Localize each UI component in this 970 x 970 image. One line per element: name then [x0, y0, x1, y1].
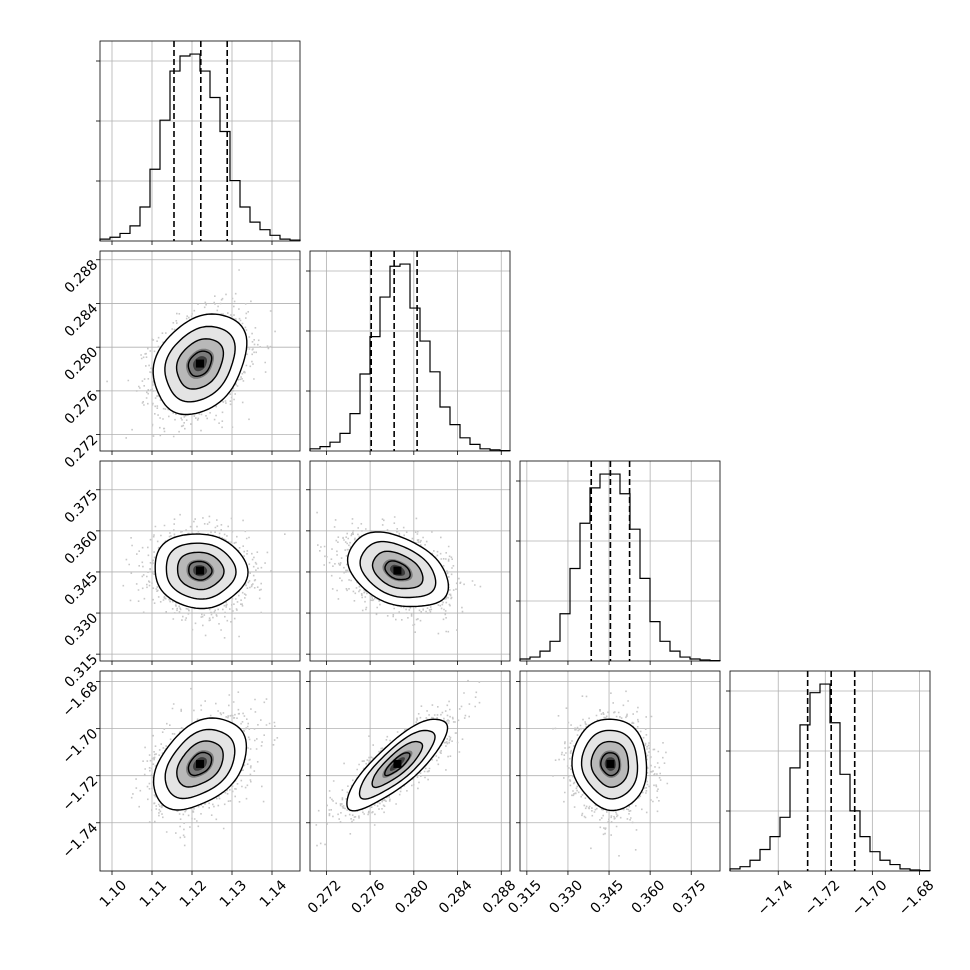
y-tick-label-2-4: 0.375: [62, 487, 102, 527]
histogram-2: [519, 473, 721, 662]
density-peak: [196, 759, 204, 768]
panel-content: [552, 690, 669, 857]
x-tick-label-2-1: 0.330: [546, 877, 586, 917]
contour-line-2: [590, 740, 630, 788]
contour-line-1: [580, 729, 639, 800]
y-tick-label-1-4: 0.288: [62, 257, 102, 297]
x-tick-label-3-3: −1.68: [896, 877, 938, 919]
x-tick-label-1-3: 0.284: [436, 877, 476, 917]
hist-panel-0: [96, 40, 301, 245]
contour-line-2: [371, 550, 424, 590]
density-peak: [606, 759, 615, 768]
y-tick-label-3-2: −1.70: [60, 726, 102, 768]
density-peak: [196, 359, 204, 368]
panel-frame: [309, 460, 511, 662]
contour-line-3: [384, 752, 411, 777]
scatter-points: [316, 511, 482, 635]
scatter-points: [122, 513, 286, 639]
panel-0-2: [96, 460, 301, 665]
x-tick-label-1-1: 0.276: [349, 877, 389, 917]
panel-content: [130, 687, 279, 847]
x-tick-label-2-3: 0.360: [629, 877, 669, 917]
x-tick-label-0-2: 1.12: [177, 877, 210, 910]
density-peak: [393, 759, 402, 768]
panel-frame: [99, 460, 301, 662]
panel-0-1: [96, 250, 301, 455]
density-peak: [393, 566, 402, 575]
x-tick-label-1-2: 0.280: [392, 877, 432, 917]
panel-1-3: [306, 670, 511, 875]
x-tick-label-1-0: 0.272: [305, 877, 345, 917]
contour-line-3: [384, 560, 411, 581]
panel-2-3: [516, 670, 721, 875]
x-tick-label-0-3: 1.13: [217, 877, 250, 910]
contour-line-0: [571, 718, 648, 812]
contour-line-2: [175, 338, 225, 390]
y-tick-label-1-0: 0.272: [62, 432, 102, 472]
contour-line-0: [346, 718, 449, 812]
contour-line-1: [359, 540, 437, 599]
x-tick-label-0-0: 1.10: [97, 877, 130, 910]
contour-line-2: [176, 740, 224, 788]
contour-line-3: [188, 560, 213, 581]
y-tick-label-2-1: 0.330: [62, 610, 102, 650]
panel-content: [315, 679, 481, 847]
panel-content: [106, 269, 276, 439]
y-tick-label-2-3: 0.360: [62, 528, 102, 568]
panel-content: [122, 513, 286, 639]
scatter-points: [552, 690, 669, 857]
hist-panel-2: [516, 460, 721, 665]
panel-frame: [729, 670, 931, 872]
y-tick-label-3-0: −1.74: [60, 820, 102, 862]
x-tick-label-3-1: −1.72: [802, 877, 844, 919]
x-tick-label-2-2: 0.345: [588, 877, 628, 917]
panel-frame: [99, 40, 301, 242]
y-tick-label-2-2: 0.345: [62, 569, 102, 609]
panel-frame: [309, 250, 511, 452]
contour-line-0: [154, 533, 249, 610]
x-tick-label-0-4: 1.14: [257, 877, 290, 910]
contour-line-0: [152, 717, 248, 811]
panel-frame: [309, 670, 511, 872]
contour-line-2: [371, 740, 424, 789]
contour-line-1: [164, 325, 236, 403]
density-peak: [196, 566, 204, 575]
contour-line-1: [358, 729, 436, 800]
contour-line-3: [187, 350, 213, 377]
y-tick-label-1-2: 0.280: [62, 344, 102, 384]
x-tick-label-3-2: −1.70: [849, 877, 891, 919]
x-tick-label-2-4: 0.375: [670, 877, 710, 917]
contour-line-2: [176, 551, 225, 591]
panel-frame: [99, 670, 301, 872]
histogram-3: [729, 683, 931, 872]
histogram-1: [309, 263, 511, 452]
hist-panel-3: [726, 670, 931, 875]
panel-0-3: [96, 670, 301, 875]
panel-frame: [519, 460, 721, 662]
hist-panel-1: [306, 250, 511, 455]
panel-1-2: [306, 460, 511, 665]
contour-line-1: [165, 542, 237, 600]
y-tick-label-3-1: −1.72: [60, 773, 102, 815]
contour-line-0: [346, 531, 450, 608]
contour-line-0: [152, 313, 248, 416]
x-tick-label-0-1: 1.11: [137, 877, 170, 910]
panel-frame: [519, 670, 721, 872]
y-tick-label-1-3: 0.284: [62, 301, 102, 341]
panel-frame: [99, 250, 301, 452]
panel-content: [316, 511, 482, 635]
contour-line-1: [164, 728, 236, 800]
contour-line-3: [187, 751, 213, 777]
y-tick-label-1-1: 0.276: [62, 388, 102, 428]
x-tick-label-3-0: −1.74: [755, 877, 797, 919]
contour-line-3: [600, 752, 621, 777]
